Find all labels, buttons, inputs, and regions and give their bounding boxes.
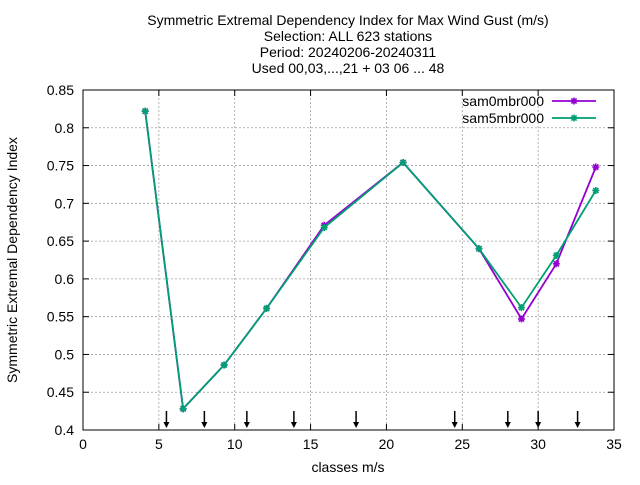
plot-frame <box>82 89 615 431</box>
data-point <box>552 260 560 268</box>
data-point-core <box>593 165 598 170</box>
title-line-0: Symmetric Extremal Dependency Index for … <box>147 12 548 28</box>
data-point-core <box>222 363 227 368</box>
data-point <box>570 97 578 105</box>
data-point <box>320 224 328 232</box>
title-line-2: Period: 20240206-20240311 <box>260 44 437 60</box>
data-point <box>570 114 578 122</box>
data-point-core <box>572 116 576 120</box>
data-point <box>552 251 560 259</box>
x-axis: 0 5 10 15 20 25 30 35 <box>79 90 622 452</box>
data-point <box>517 315 525 323</box>
class-boundary-arrow-head <box>353 422 360 428</box>
y-tick-label: 0.55 <box>47 309 74 325</box>
series-line-sam0mbr000 <box>144 111 597 411</box>
legend-label: sam0mbr000 <box>462 93 544 109</box>
y-tick-label: 0.6 <box>55 271 75 287</box>
series-layer <box>141 107 600 413</box>
y-tick-label: 0.45 <box>47 384 74 400</box>
data-point-core <box>401 160 406 165</box>
class-boundary-arrow-head <box>451 422 458 428</box>
data-point <box>141 107 149 115</box>
x-tick-label: 20 <box>379 436 395 452</box>
data-point-core <box>476 246 481 251</box>
y-axis: 0.4 0.45 0.5 0.55 0.6 0.65 0.7 0.75 0.8 0.85 <box>47 82 614 438</box>
data-point <box>592 186 600 194</box>
y-tick-label: 0.65 <box>47 233 74 249</box>
data-point-core <box>519 316 524 321</box>
data-point-core <box>593 188 598 193</box>
y-tick-label: 0.7 <box>55 195 75 211</box>
x-tick-label: 15 <box>303 436 319 452</box>
class-boundary-arrow-head <box>163 422 170 428</box>
y-tick-label: 0.8 <box>55 120 75 136</box>
title-line-3: Used 00,03,...,21 + 03 06 ... 48 <box>252 60 445 76</box>
data-point-core <box>264 306 269 311</box>
data-point-core <box>554 253 559 258</box>
data-point-core <box>572 99 576 103</box>
class-boundary-arrow-head <box>504 422 511 428</box>
data-point <box>592 163 600 171</box>
class-boundary-arrow-head <box>201 422 208 428</box>
x-tick-label: 5 <box>155 436 163 452</box>
y-tick-label: 0.5 <box>55 346 75 362</box>
class-boundary-markers <box>163 411 581 428</box>
x-tick-label: 10 <box>227 436 243 452</box>
class-boundary-arrow-head <box>574 422 581 428</box>
data-point-core <box>519 305 524 310</box>
y-axis-label: Symmetric Extremal Dependency Index <box>4 137 20 383</box>
chart-title: Symmetric Extremal Dependency Index for … <box>147 12 548 76</box>
title-line-1: Selection: ALL 623 stations <box>264 28 432 44</box>
legend-label: sam5mbr000 <box>462 110 544 126</box>
x-axis-label: classes m/s <box>311 459 384 475</box>
grid <box>83 90 614 430</box>
x-tick-label: 35 <box>606 436 622 452</box>
class-boundary-arrow-head <box>535 422 542 428</box>
x-tick-label: 25 <box>454 436 470 452</box>
data-point <box>179 405 187 413</box>
class-boundary-arrow-head <box>290 422 297 428</box>
y-tick-label: 0.4 <box>55 422 75 438</box>
data-point <box>220 361 228 369</box>
data-point <box>399 159 407 167</box>
data-point <box>475 245 483 253</box>
y-tick-label: 0.75 <box>47 158 74 174</box>
class-boundary-arrow-head <box>243 422 250 428</box>
data-point-core <box>181 406 186 411</box>
data-point <box>517 304 525 312</box>
series-line-sam5mbr000 <box>144 111 597 411</box>
x-tick-label: 0 <box>79 436 87 452</box>
y-tick-label: 0.85 <box>47 82 74 98</box>
data-point <box>263 304 271 312</box>
data-point-core <box>143 109 148 114</box>
data-point-core <box>322 225 327 230</box>
x-tick-label: 30 <box>530 436 546 452</box>
data-point-core <box>554 261 559 266</box>
